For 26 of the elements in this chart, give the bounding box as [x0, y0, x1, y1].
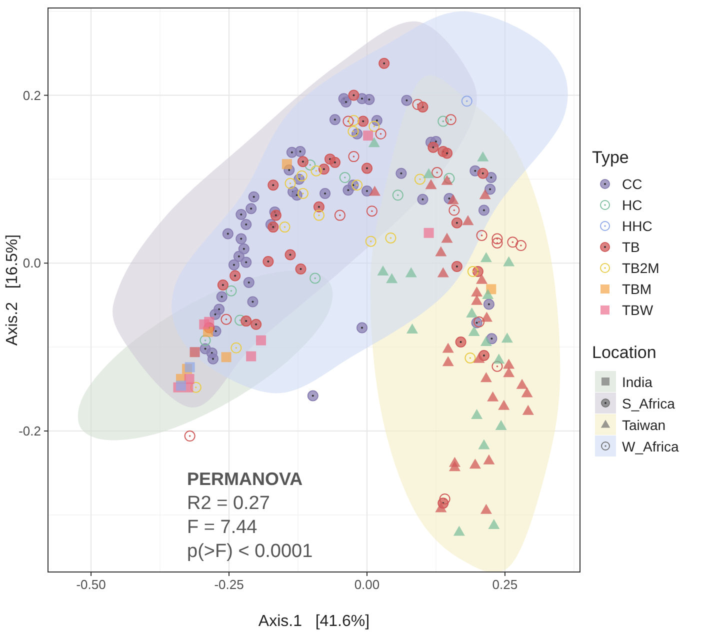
legend-label: TB: [622, 239, 640, 255]
x-tick-label: -0.50: [76, 577, 106, 592]
legend-label: TBM: [622, 281, 652, 297]
legend-label: TBW: [622, 302, 654, 318]
y-tick-label: 0.0: [22, 256, 41, 271]
legend-label: HC: [622, 197, 642, 213]
text: Location: [592, 343, 656, 362]
legend-label: S_Africa: [622, 396, 676, 412]
x-tick-label: 0.25: [492, 577, 518, 592]
legend-label: Taiwan: [622, 417, 666, 433]
legend-label: TB2M: [622, 260, 660, 276]
x-axis-title: Axis.1 [41.6%]: [258, 613, 370, 630]
legend-label: India: [622, 374, 653, 390]
x-tick-label: -0.25: [214, 577, 244, 592]
annotation: R2 = 0.27: [187, 493, 270, 514]
y-tick-label: -0.2: [18, 424, 41, 438]
text: Type: [592, 148, 629, 167]
x-tick-label: 0.00: [354, 577, 380, 592]
legend-label: CC: [622, 176, 642, 192]
annotation: PERMANOVA: [187, 469, 303, 489]
annotation: p(>F) < 0.0001: [187, 541, 313, 562]
legend-label: W_Africa: [622, 438, 679, 454]
legend-label: HHC: [622, 218, 652, 234]
y-tick-label: 0.2: [22, 88, 41, 103]
y-axis-title: Axis.2 [16.5%]: [4, 234, 21, 346]
annotation: F = 7.44: [187, 517, 258, 538]
